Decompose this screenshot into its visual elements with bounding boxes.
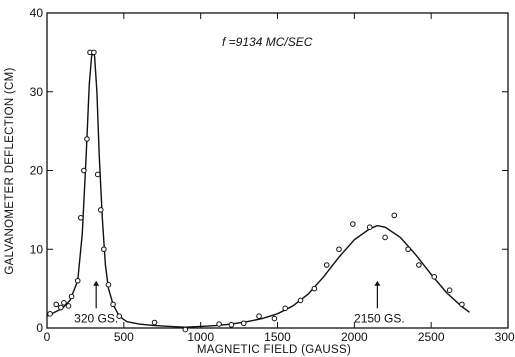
data-points <box>47 49 465 333</box>
y-ticks: 0 10 20 30 40 <box>30 6 508 335</box>
data-point <box>65 303 72 309</box>
data-point <box>58 304 64 311</box>
data-point <box>446 287 453 294</box>
data-point <box>116 313 123 319</box>
data-point <box>366 224 373 230</box>
data-point <box>74 277 81 284</box>
x-tick-label: 0 <box>44 330 51 344</box>
data-point <box>282 305 288 312</box>
data-point <box>97 207 104 213</box>
data-point <box>68 293 75 300</box>
data-point <box>78 214 84 221</box>
peak1-label: 320 GS. <box>74 311 118 325</box>
data-point <box>391 212 398 219</box>
plot-frame <box>46 12 509 329</box>
y-tick-label: 10 <box>30 242 44 256</box>
data-point <box>416 262 422 268</box>
data-point <box>216 321 222 327</box>
peak2-label: 2150 GS. <box>354 311 405 325</box>
data-point <box>405 246 411 253</box>
data-point <box>53 301 60 308</box>
x-tick-label: 1500 <box>264 330 291 344</box>
fitted-curve <box>46 50 471 328</box>
data-point <box>91 49 97 56</box>
data-point <box>105 281 112 288</box>
data-point <box>110 301 116 308</box>
data-point <box>182 326 189 333</box>
frequency-annotation: f =9134 MC/SEC <box>222 35 313 49</box>
data-point <box>101 246 107 253</box>
data-point <box>84 136 90 142</box>
x-axis-title: MAGNETIC FIELD (GAUSS) <box>197 344 351 356</box>
data-point <box>311 285 318 292</box>
data-point <box>240 320 247 327</box>
x-tick-label: 2000 <box>341 330 368 344</box>
x-tick-label: 1000 <box>187 330 214 344</box>
data-point <box>151 319 158 326</box>
y-tick-label: 40 <box>30 6 44 20</box>
data-point <box>271 315 278 322</box>
y-tick-label: 0 <box>36 321 43 335</box>
peak2-arrow <box>374 280 381 309</box>
data-point <box>297 297 304 304</box>
peak1-arrow <box>93 280 100 309</box>
data-point <box>256 313 262 319</box>
data-point <box>47 311 53 317</box>
x-tick-label: 2500 <box>418 330 445 344</box>
data-point <box>349 221 356 227</box>
y-axis-title: GALVANOMETER DEFLECTION (CM) <box>4 67 16 274</box>
data-point <box>228 322 235 328</box>
x-tick-label: 500 <box>114 330 134 344</box>
arrow-head <box>374 280 381 286</box>
data-point <box>431 274 438 280</box>
data-point <box>459 301 465 308</box>
y-tick-label: 30 <box>30 85 44 99</box>
data-point <box>61 300 67 306</box>
data-point <box>94 171 101 178</box>
y-tick-label: 20 <box>30 164 44 178</box>
arrow-head <box>93 280 100 286</box>
data-point <box>336 246 342 253</box>
data-point <box>323 262 330 268</box>
data-point <box>382 234 388 241</box>
data-point <box>81 167 87 174</box>
